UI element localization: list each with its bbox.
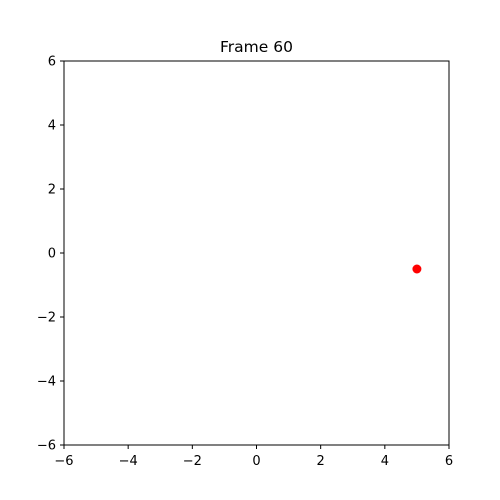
x-tick-label: −6 — [54, 454, 73, 469]
y-tick-label: −2 — [37, 311, 56, 326]
y-tick-label: 0 — [48, 247, 56, 262]
y-tick-label: 6 — [48, 55, 56, 70]
x-tick-label: −4 — [119, 454, 138, 469]
chart-title: Frame 60 — [220, 38, 293, 56]
y-tick-label: 4 — [48, 119, 56, 134]
data-point — [412, 264, 422, 274]
y-tick-label: −6 — [37, 439, 56, 454]
y-tick-label: 2 — [48, 183, 56, 198]
x-tick-label: 0 — [252, 454, 260, 469]
axis-ticks: −6 −4 −2 0 2 4 6 −6 −4 −2 0 2 4 6 — [37, 55, 453, 470]
x-tick-label: 4 — [381, 454, 389, 469]
plot-frame — [63, 60, 450, 446]
x-tick-label: −2 — [183, 454, 202, 469]
x-tick-label: 2 — [317, 454, 325, 469]
x-tick-label: 6 — [445, 454, 453, 469]
y-tick-label: −4 — [37, 375, 56, 390]
data-points — [412, 264, 422, 274]
